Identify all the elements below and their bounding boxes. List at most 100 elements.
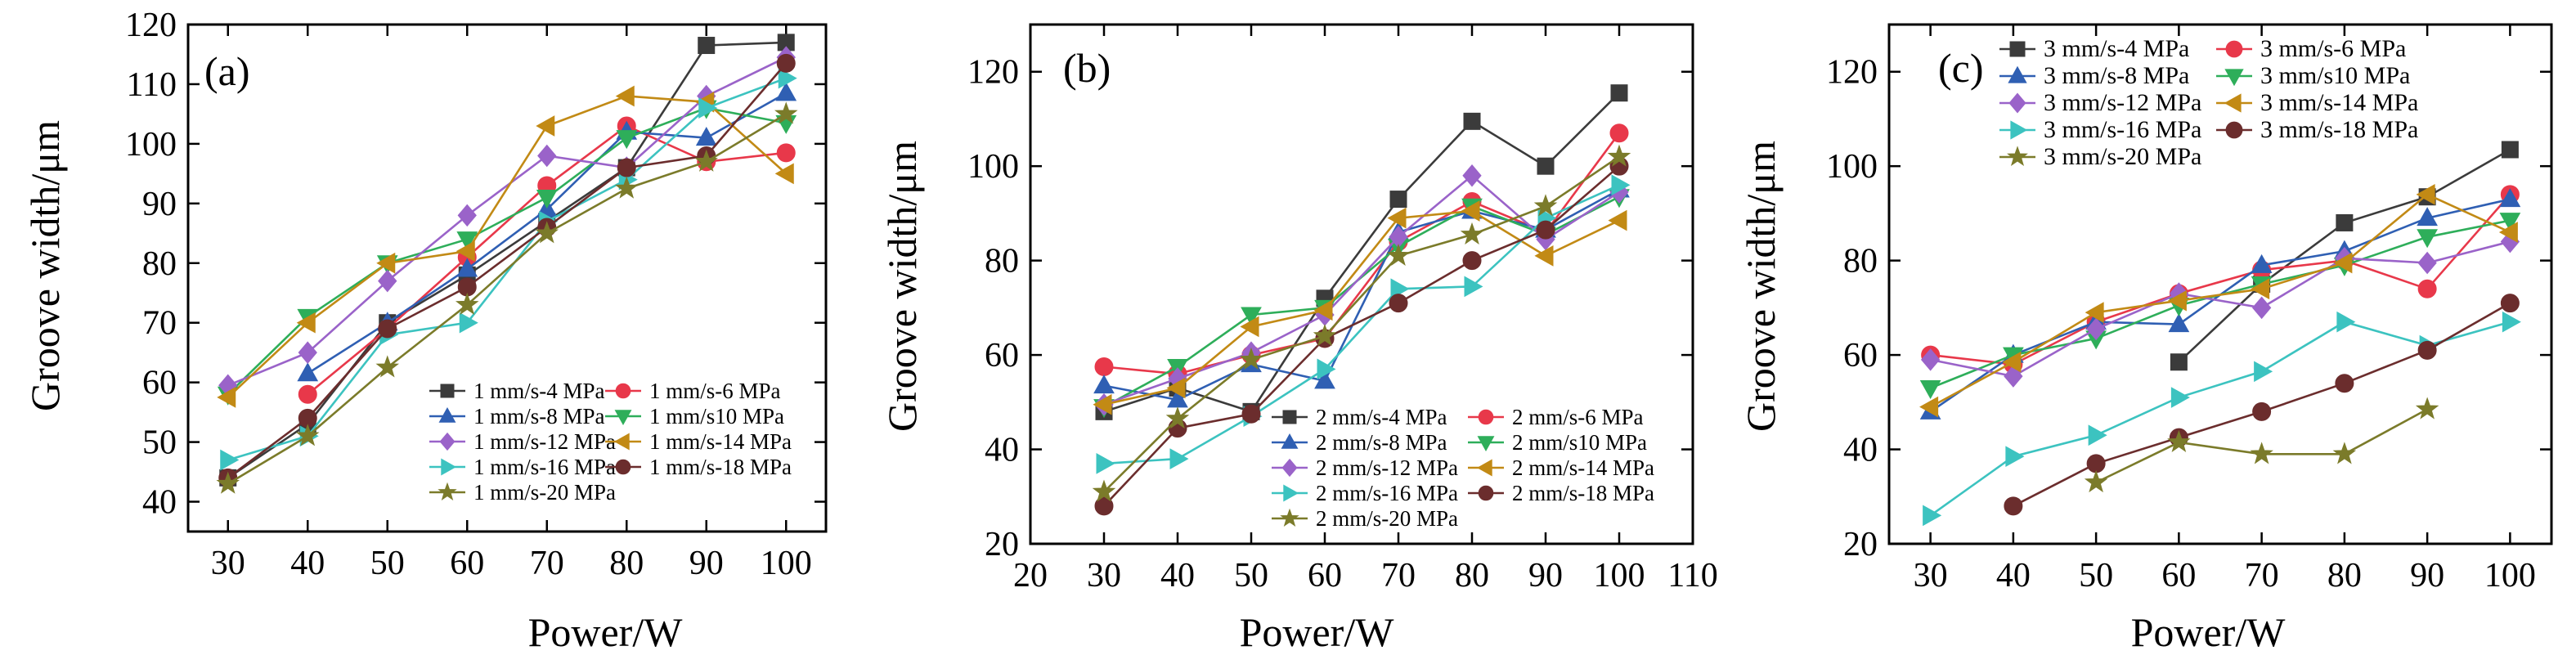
panel-c-label: (c) — [1938, 45, 1984, 91]
panel-c-plot — [1919, 141, 2521, 527]
legend-entry: 3 mm/s10 MPa — [2216, 62, 2410, 89]
data-point — [2417, 251, 2437, 275]
panel-b-y-tick-label: 20 — [985, 526, 1019, 563]
data-point — [1536, 220, 1555, 240]
legend-label: 1 mm/s-20 MPa — [473, 480, 616, 505]
series-3-mm-s-16-mpa — [1923, 311, 2521, 527]
legend-marker — [1281, 458, 1298, 478]
data-point — [2332, 442, 2357, 464]
panel-b-frame — [1029, 23, 1694, 545]
data-point — [298, 341, 317, 364]
series-line — [227, 62, 788, 479]
panel-c-x-tick-label: 70 — [2245, 557, 2279, 594]
panel-c-x-tick-label: 100 — [2484, 557, 2536, 594]
data-point — [2167, 429, 2191, 453]
data-point — [1534, 245, 1554, 267]
data-point — [1094, 496, 1114, 516]
data-point — [2086, 317, 2106, 341]
data-point — [1317, 358, 1336, 380]
data-point — [2088, 424, 2107, 446]
data-point — [614, 176, 639, 199]
legend-marker — [1478, 409, 1494, 425]
legend-marker — [2007, 146, 2028, 167]
data-point — [2004, 365, 2023, 388]
legend-marker — [1280, 508, 1299, 527]
data-point — [2005, 446, 2025, 468]
data-point — [2084, 469, 2108, 493]
series-line — [227, 41, 787, 479]
panel-b-x-tick-label: 40 — [1160, 557, 1195, 594]
legend-entry: 1 mm/s-6 MPa — [605, 379, 781, 403]
data-point — [1092, 479, 1116, 502]
legend-label: 1 mm/s10 MPa — [649, 404, 784, 428]
data-point — [1533, 194, 1558, 217]
data-point — [536, 190, 558, 209]
legend-marker — [2008, 92, 2026, 114]
data-point — [2336, 311, 2356, 333]
panel-c-axes: 30 40 50 60 70 80 90 100 20 40 60 80 100 120 — [1826, 23, 2553, 594]
panel-a-y-tick-label: 110 — [127, 66, 177, 104]
legend-label: 3 mm/s-16 MPa — [2044, 116, 2201, 143]
series-line — [1103, 92, 1620, 413]
legend-entry: 3 mm/s-18 MPa — [2216, 116, 2418, 143]
data-point — [1386, 243, 1411, 266]
panel-a-x-tick-label: 100 — [761, 545, 812, 582]
data-point — [216, 471, 240, 494]
legend-label: 2 mm/s-14 MPa — [1512, 455, 1654, 480]
legend-entry: 1 mm/s-18 MPa — [605, 455, 792, 479]
panel-b-y-tick-label: 120 — [967, 54, 1019, 92]
panel-c-frame — [1887, 23, 2553, 545]
legend-entry: 2 mm/s-14 MPa — [1468, 455, 1654, 480]
data-point — [775, 82, 797, 101]
legend-entry: 1 mm/s-20 MPa — [429, 480, 616, 505]
panel-c-y-tick-label: 120 — [1826, 54, 1878, 92]
legend-marker — [438, 406, 456, 423]
legend-label: 3 mm/s-12 MPa — [2044, 89, 2201, 116]
legend-entry: 2 mm/s-16 MPa — [1272, 481, 1458, 505]
data-point — [698, 97, 718, 119]
legend-label: 2 mm/s-8 MPa — [1316, 430, 1447, 455]
legend-entry: 3 mm/s-16 MPa — [1999, 116, 2201, 143]
data-point — [376, 252, 396, 274]
legend-entry: 1 mm/s-12 MPa — [429, 429, 616, 454]
panel-a-y-tick-label: 100 — [125, 126, 177, 164]
series-line — [227, 113, 787, 485]
panel-c-y-tick-label: 60 — [1843, 337, 1878, 375]
legend-label: 3 mm/s-6 MPa — [2260, 35, 2406, 62]
data-point — [295, 424, 320, 446]
data-point — [1165, 406, 1190, 429]
legend-entry: 3 mm/s-8 MPa — [1999, 62, 2189, 89]
data-point — [1096, 453, 1115, 474]
legend-label: 1 mm/s-12 MPa — [473, 429, 616, 454]
legend-marker — [1476, 459, 1492, 477]
data-point — [1389, 191, 1407, 209]
panel-a-y-axis-title: Groove width/μm — [22, 120, 68, 411]
data-point — [378, 319, 397, 339]
series-line — [1930, 240, 2511, 378]
panel-b-x-tick-label: 80 — [1455, 557, 1489, 594]
legend-entry: 2 mm/s-8 MPa — [1272, 430, 1447, 455]
data-point — [459, 312, 478, 334]
data-point — [1387, 207, 1407, 229]
legend-label: 1 mm/s-16 MPa — [473, 455, 616, 479]
data-point — [2333, 252, 2353, 274]
panel-a-x-axis-title: Power/W — [528, 609, 684, 655]
panel-c-x-tick-label: 60 — [2161, 557, 2196, 594]
panel-a-frame — [186, 23, 828, 533]
data-point — [296, 312, 316, 334]
data-point — [1313, 324, 1337, 347]
data-point — [297, 362, 319, 382]
data-point — [1920, 348, 1941, 371]
data-point — [1611, 174, 1631, 196]
data-point — [776, 143, 796, 163]
legend-entry: 1 mm/s-4 MPa — [429, 379, 605, 403]
legend-entry: 3 mm/s-4 MPa — [1999, 35, 2189, 62]
data-point — [1608, 209, 1627, 231]
data-point — [217, 387, 236, 408]
series-line — [1930, 193, 2511, 366]
legend-marker — [1477, 436, 1495, 452]
legend-label: 1 mm/s-18 MPa — [649, 455, 792, 479]
data-point — [2417, 340, 2437, 360]
data-point — [2170, 387, 2190, 408]
